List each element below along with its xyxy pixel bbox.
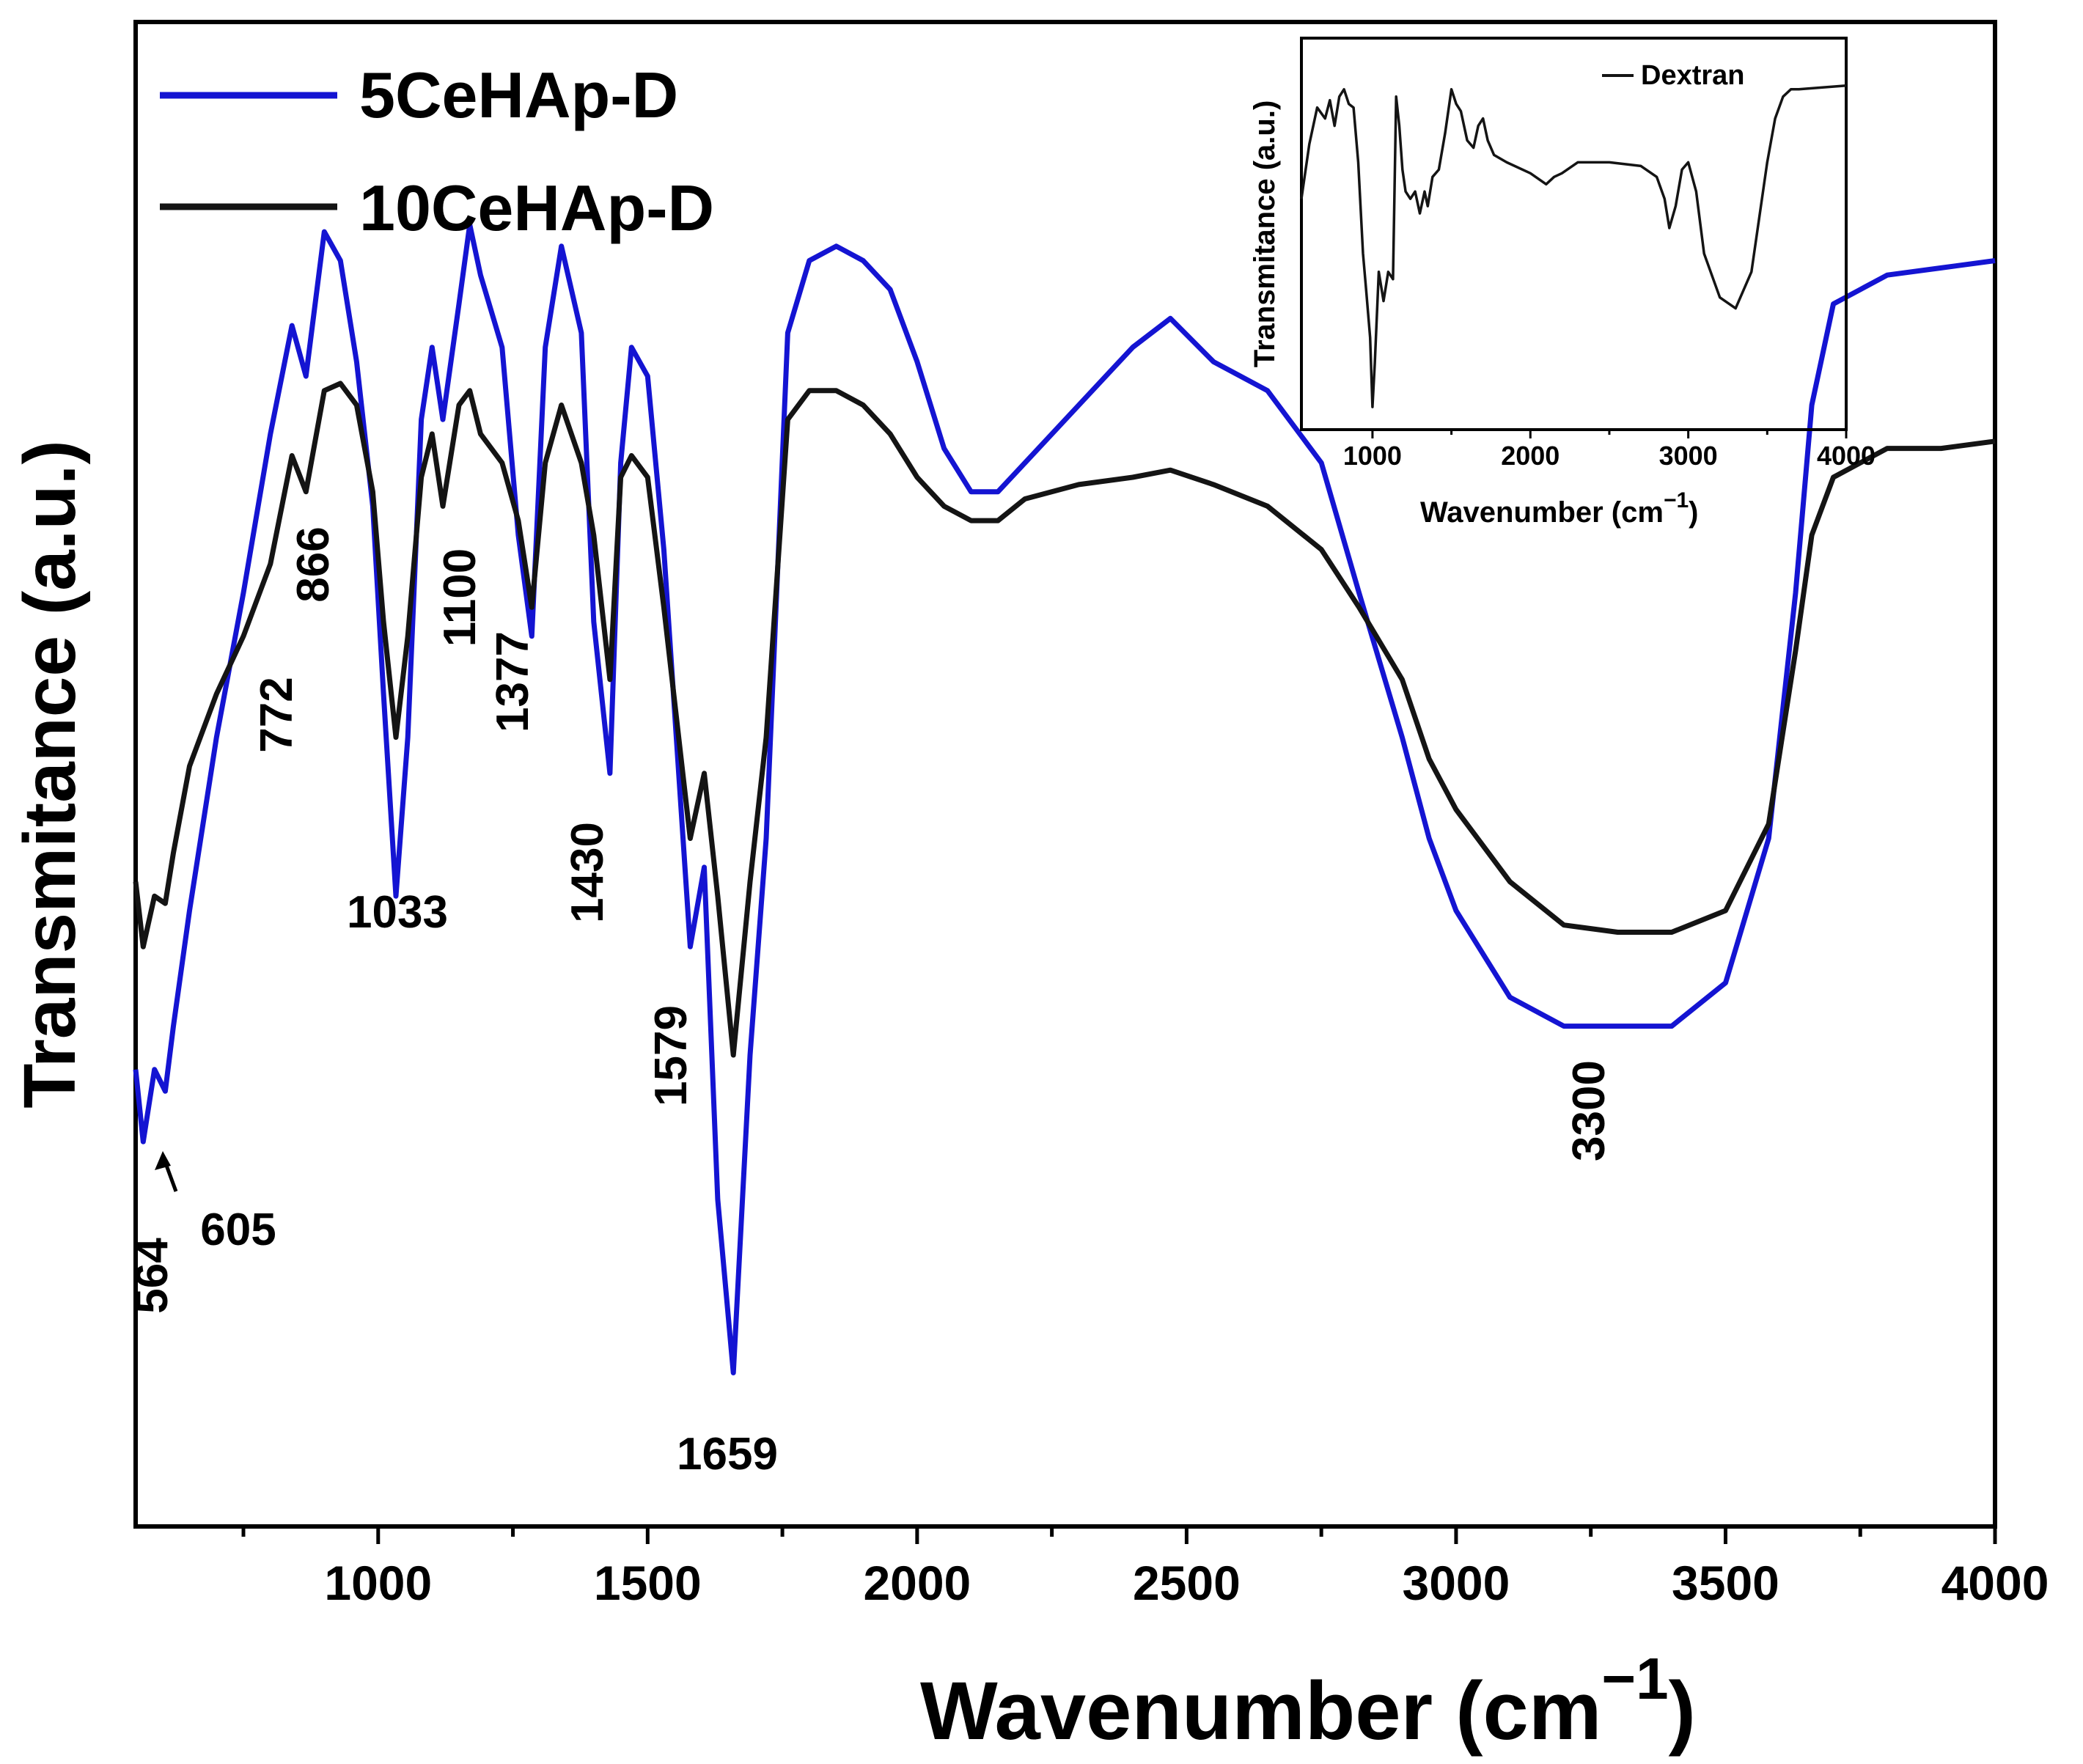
peak-label-3300: 3300 (1564, 1060, 1614, 1161)
main-x-axis-title-close: ) (1669, 1665, 1696, 1757)
peak-label-1430: 1430 (562, 822, 613, 923)
inset-x-tick-label-4000: 4000 (1817, 441, 1876, 471)
peak-label-1100: 1100 (435, 548, 485, 647)
main-legend: 5CeHAp-D 10CeHAp-D (160, 59, 714, 244)
peak-label-1033: 1033 (347, 887, 448, 938)
legend-label-10cehap-d: 10CeHAp-D (359, 172, 714, 244)
x-tick-label-3000: 3000 (1403, 1556, 1510, 1610)
inset-x-axis-title-sup: −1 (1664, 488, 1689, 512)
peak-label-605: 605 (200, 1205, 276, 1255)
x-tick-label-3500: 3500 (1672, 1556, 1779, 1610)
inset-x-ticks: 1000 2000 3000 4000 (1343, 430, 1876, 471)
inset-x-axis-title: Wavenumber (cm−1) (1420, 488, 1698, 529)
main-x-ticks: 1000 1500 2000 2500 3000 3500 4000 (241, 1526, 2049, 1610)
x-tick-label-2000: 2000 (863, 1556, 971, 1610)
main-x-axis-title-sup: −1 (1601, 1646, 1668, 1711)
inset-x-tick-label-3000: 3000 (1659, 441, 1718, 471)
main-series-group (133, 221, 1996, 1375)
main-x-axis-title-text: Wavenumber (cm (920, 1665, 1601, 1757)
peak-label-564: 564 (127, 1238, 177, 1314)
x-tick-label-2500: 2500 (1133, 1556, 1241, 1610)
peak-label-1659: 1659 (677, 1429, 778, 1480)
peak-label-772: 772 (251, 677, 302, 752)
inset-x-axis-title-close: ) (1689, 496, 1698, 529)
main-x-axis-title: Wavenumber (cm−1) (920, 1646, 1696, 1757)
inset-x-axis-title-text: Wavenumber (cm (1420, 496, 1664, 529)
inset-x-tick-label-1000: 1000 (1343, 441, 1402, 471)
inset-series-line-dextran (1300, 84, 1847, 408)
peak-label-1377: 1377 (488, 631, 538, 732)
x-tick-label-1500: 1500 (594, 1556, 702, 1610)
inset-series-group (1300, 84, 1847, 408)
peak-label-1579: 1579 (646, 1005, 697, 1106)
series-line-5cehap-d (133, 221, 1996, 1375)
series-line-10cehap-d (133, 381, 1996, 1058)
x-tick-label-1000: 1000 (324, 1556, 432, 1610)
legend-label-5cehap-d: 5CeHAp-D (359, 59, 678, 131)
peak-label-866: 866 (288, 526, 339, 602)
inset-y-axis-title: Transmitance (a.u.) (1249, 100, 1281, 368)
main-chart: 1000 1500 2000 2500 3000 3500 4000 564 605 772 86… (9, 20, 2049, 1757)
x-tick-label-4000: 4000 (1941, 1556, 2049, 1610)
inset-x-tick-label-2000: 2000 (1501, 441, 1560, 471)
arrow-605-head (155, 1151, 171, 1170)
inset-plot-frame (1300, 37, 1848, 431)
inset-legend-label-dextran: Dextran (1641, 60, 1745, 91)
main-plot-frame (133, 20, 1997, 1529)
inset-chart: 1000 2000 3000 4000 Dextran Wavenumber (cm−… (1249, 37, 1876, 529)
main-y-axis-title: Transmitance (a.u.) (9, 440, 91, 1108)
